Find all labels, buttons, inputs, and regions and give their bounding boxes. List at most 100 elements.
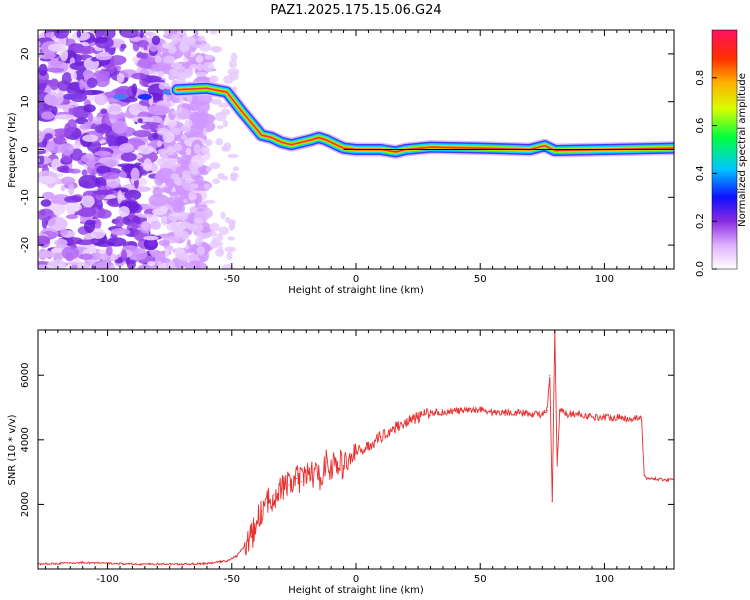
heatmap-y-axis-label: Frequency (Hz) [7, 112, 18, 188]
snr-data-point [405, 421, 407, 423]
noise-blob [77, 208, 97, 218]
noise-blob [160, 206, 169, 213]
noise-blob-faint [157, 70, 165, 78]
noise-blob-faint [197, 63, 203, 72]
noise-blob [68, 168, 81, 174]
heatmap-x-tick-label: 100 [595, 274, 614, 285]
noise-blob [38, 80, 46, 95]
colorbar-tick-label: 0.4 [695, 165, 706, 181]
noise-blob-faint [220, 211, 226, 220]
noise-blob-faint [177, 255, 185, 261]
noise-blob [65, 214, 79, 220]
noise-blob [96, 165, 111, 175]
noise-blob [148, 193, 169, 207]
noise-blob [118, 143, 134, 153]
snr-y-tick-label: 6000 [20, 362, 31, 387]
noise-blob [95, 218, 102, 230]
snr-y-axis-label: SNR (10 * v/v) [7, 414, 18, 485]
noise-blob [172, 199, 182, 213]
colorbar-label: Normalized spectral amplitude [737, 73, 748, 227]
noise-blob [137, 144, 154, 155]
noise-blob-faint [160, 154, 169, 159]
snr-data-point [638, 416, 640, 418]
snr-x-axis-label: Height of straight line (km) [288, 585, 424, 596]
noise-blob [45, 32, 56, 38]
snr-data-point [603, 416, 606, 418]
noise-blob-faint [156, 158, 168, 167]
noise-blob-faint [216, 233, 224, 242]
noise-blob-faint [224, 246, 237, 253]
noise-blob [39, 156, 45, 165]
noise-blob-faint [172, 143, 183, 152]
snr-y-tick-label: 4000 [20, 427, 31, 452]
noise-blob-faint [184, 72, 192, 79]
snr-data-point [529, 413, 531, 415]
noise-blob-faint [180, 231, 189, 241]
heatmap-y-tick-label: 20 [20, 48, 31, 61]
noise-blob-faint [204, 138, 213, 146]
noise-blob-faint [182, 170, 192, 179]
noise-blob-faint [232, 166, 240, 172]
noise-blob-faint [230, 52, 238, 62]
noise-blob [93, 260, 112, 269]
snr-data-point [616, 416, 618, 418]
noise-blob-faint [195, 236, 203, 247]
noise-blob [95, 52, 112, 61]
noise-blob [51, 106, 58, 115]
noise-blob-faint [209, 162, 221, 170]
snr-data-point [504, 411, 506, 413]
noise-blob-faint [198, 232, 209, 240]
noise-blob-faint [213, 241, 224, 247]
noise-blob-faint [195, 71, 208, 77]
noise-blob-faint [171, 37, 178, 45]
noise-blob [60, 184, 66, 192]
noise-blob [100, 108, 108, 115]
noise-blob-faint [202, 127, 207, 136]
colorbar-ticks: 0.0 0.2 0.4 0.6 0.8 [695, 29, 738, 277]
noise-blob [53, 136, 66, 145]
snr-data-point [206, 562, 208, 565]
noise-blob-bright [112, 93, 127, 100]
noise-blob-faint [177, 105, 183, 114]
noise-blob-faint [211, 178, 221, 184]
noise-blob [168, 191, 180, 197]
noise-blob [137, 213, 154, 218]
noise-blob-faint [157, 148, 168, 156]
noise-blob-faint [203, 183, 211, 190]
noise-blob-faint [172, 110, 179, 115]
noise-blob-bright [63, 93, 78, 100]
snr-data-point [280, 487, 283, 489]
noise-blob [61, 176, 76, 186]
noise-blob [117, 163, 138, 168]
noise-blob-faint [202, 61, 215, 72]
colorbar-tick-label: 0.8 [695, 70, 706, 86]
noise-blob-faint [181, 39, 191, 48]
noise-blob [46, 67, 65, 73]
colorbar-tick-label: 0.0 [695, 261, 706, 277]
noise-blob-faint [168, 68, 179, 76]
snr-data-point [273, 494, 275, 496]
noise-blob [106, 134, 117, 144]
noise-blob [47, 259, 67, 269]
heatmap-x-tick-label: 0 [353, 274, 359, 285]
noise-blob [136, 150, 158, 164]
snr-data-point [653, 477, 655, 480]
snr-data-point [251, 536, 253, 538]
snr-data-point [628, 418, 630, 420]
noise-blob-faint [171, 46, 177, 53]
snr-data-point [260, 510, 263, 512]
noise-blob [111, 120, 128, 135]
noise-blob-faint [184, 119, 193, 128]
noise-blob [185, 147, 192, 156]
noise-blob-faint [215, 248, 225, 257]
noise-blob-faint [169, 126, 176, 133]
noise-blob-faint [198, 35, 206, 43]
noise-blob [117, 190, 123, 205]
noise-blob [60, 143, 74, 156]
snr-data-point [310, 471, 312, 473]
snr-data-point [442, 411, 444, 413]
noise-blob-faint [215, 111, 227, 122]
snr-x-tick-label: 0 [353, 574, 359, 585]
noise-blob [71, 31, 91, 41]
